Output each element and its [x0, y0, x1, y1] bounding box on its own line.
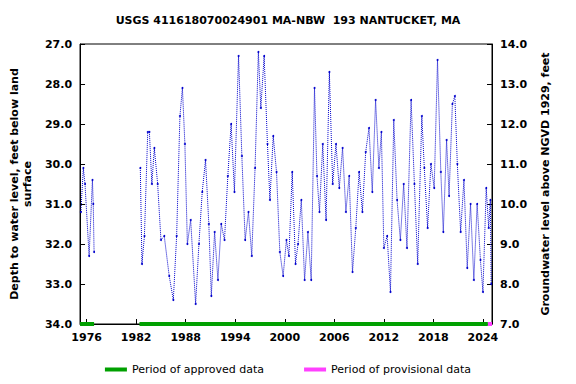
svg-text:surface: surface	[21, 161, 34, 207]
svg-text:10.0: 10.0	[500, 198, 527, 211]
svg-text:Period of provisional data: Period of provisional data	[331, 363, 471, 376]
svg-text:2018: 2018	[418, 331, 449, 344]
svg-text:7.0: 7.0	[500, 318, 520, 331]
svg-text:2024: 2024	[468, 331, 499, 344]
svg-text:2006: 2006	[319, 331, 350, 344]
svg-text:11.0: 11.0	[500, 158, 527, 171]
svg-text:28.0: 28.0	[45, 78, 72, 91]
svg-text:2012: 2012	[369, 331, 400, 344]
svg-text:33.0: 33.0	[45, 278, 72, 291]
svg-text:34.0: 34.0	[45, 318, 72, 331]
svg-text:Depth to water level, feet bel: Depth to water level, feet below land	[8, 68, 21, 300]
svg-text:29.0: 29.0	[45, 118, 72, 131]
svg-text:14.0: 14.0	[500, 38, 527, 51]
svg-text:1982: 1982	[121, 331, 152, 344]
svg-text:13.0: 13.0	[500, 78, 527, 91]
svg-text:31.0: 31.0	[45, 198, 72, 211]
svg-text:USGS 411618070024901 MA-NBW 1: USGS 411618070024901 MA-NBW 193 NANTUCKE…	[116, 14, 461, 27]
svg-text:1994: 1994	[220, 331, 251, 344]
svg-text:1976: 1976	[71, 331, 102, 344]
svg-text:1988: 1988	[170, 331, 201, 344]
svg-text:2000: 2000	[269, 331, 300, 344]
svg-text:Groundwater level above NGVD 1: Groundwater level above NGVD 1929, feet	[539, 52, 552, 315]
svg-text:12.0: 12.0	[500, 118, 527, 131]
svg-text:32.0: 32.0	[45, 238, 72, 251]
svg-text:9.0: 9.0	[500, 238, 520, 251]
svg-text:Period of approved data: Period of approved data	[132, 363, 264, 376]
svg-text:30.0: 30.0	[45, 158, 72, 171]
svg-text:27.0: 27.0	[45, 38, 72, 51]
svg-text:8.0: 8.0	[500, 278, 520, 291]
